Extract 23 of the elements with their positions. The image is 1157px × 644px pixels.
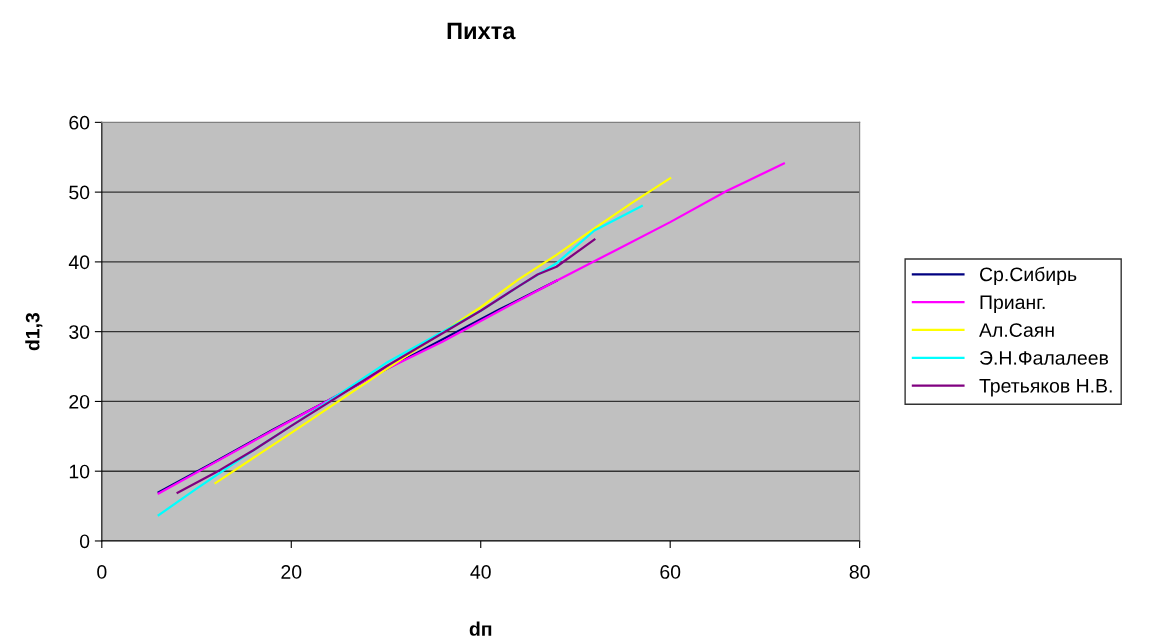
x-tick-label: 20 [281, 565, 302, 579]
chart-title: Пихта [447, 22, 516, 40]
y-tick-label: 20 [69, 394, 90, 409]
legend-label: Э.Н.Фалалеев [980, 351, 1109, 365]
x-tick-label: 40 [470, 565, 491, 579]
y-tick-label: 0 [79, 534, 90, 549]
y-tick-label: 60 [69, 115, 90, 130]
legend-label: Третьяков Н.В. [979, 379, 1112, 397]
line-series [157, 162, 785, 495]
x-axis-title: dп [469, 621, 492, 636]
x-tick-label: 80 [849, 565, 870, 579]
line-series [176, 238, 596, 494]
y-tick-label: 50 [69, 185, 90, 200]
legend-label: Прианг. [980, 295, 1045, 313]
x-tick-label: 0 [97, 565, 107, 579]
y-tick-label: 10 [69, 464, 90, 479]
y-tick-label: 40 [68, 255, 90, 270]
line-series [214, 177, 672, 485]
y-tick-label: 30 [69, 325, 90, 339]
legend-label: Ср.Сибирь [980, 266, 1077, 286]
legend-label: Ал.Саян [979, 323, 1054, 337]
x-tick-label: 60 [660, 565, 681, 579]
y-axis-title: d1,3 [25, 312, 43, 351]
